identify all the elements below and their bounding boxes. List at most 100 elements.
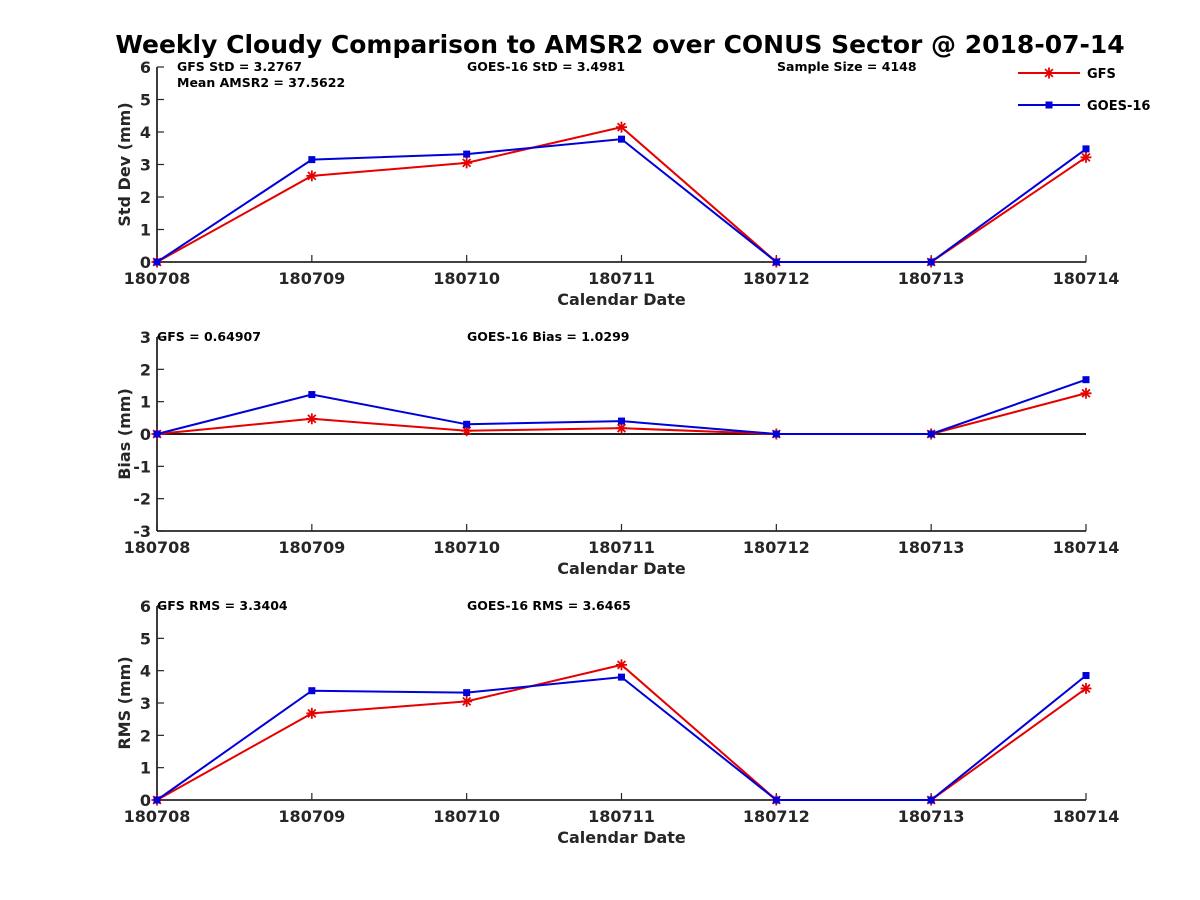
goes16-point	[772, 796, 780, 804]
gfs-point	[1080, 387, 1092, 399]
y-tick-label: 0	[140, 425, 151, 444]
series-line-goes-16	[156, 674, 1087, 801]
goes16-point	[618, 417, 625, 425]
goes16-point	[927, 430, 935, 438]
x-axis-label: Calendar Date	[557, 828, 686, 847]
y-tick-label: -2	[133, 490, 151, 509]
x-tick-label: 180712	[743, 269, 810, 288]
y-tick-label: 1	[140, 221, 151, 240]
gfs-point	[306, 413, 318, 425]
legend: GFS GOES-16	[1018, 67, 1150, 114]
x-tick-label: 180708	[124, 269, 191, 288]
legend-label: GFS	[1087, 67, 1116, 82]
stat-annotation: GOES-16 Bias = 1.0299	[467, 329, 629, 344]
stat-annotation: GFS StD = 3.2767	[177, 59, 302, 74]
legend-marker-goes16	[1045, 101, 1053, 109]
y-axis-label: Std Dev (mm)	[115, 102, 134, 226]
x-tick-label: 180713	[898, 269, 965, 288]
stat-annotation: GOES-16 RMS = 3.6465	[467, 598, 631, 613]
y-tick-label: 2	[140, 188, 151, 207]
series-line-goes-16	[156, 138, 1087, 263]
y-tick-label: 1	[140, 393, 151, 412]
x-tick-label: 180708	[124, 538, 191, 557]
goes16-point	[463, 420, 471, 428]
x-axis-label: Calendar Date	[557, 290, 686, 309]
goes16-point	[618, 673, 625, 681]
bias-panel: -3 -2 -1 0 1 2 3 180708 180709 180710 180711 180712…	[115, 328, 1119, 578]
gfs-point	[461, 157, 473, 169]
x-tick-label: 180711	[588, 269, 655, 288]
goes16-point	[1082, 672, 1090, 680]
std-dev-panel: 0 1 2 3 4 5 6 180708 180709 180710 180711 180712 180…	[115, 58, 1119, 309]
goes16-point	[927, 796, 935, 804]
x-tick-label: 180708	[124, 807, 191, 826]
gfs-point	[461, 695, 473, 707]
y-axis-label: RMS (mm)	[115, 656, 134, 749]
goes16-point	[153, 258, 161, 266]
x-tick-label: 180709	[278, 538, 345, 557]
goes16-point	[308, 687, 316, 695]
goes16-point	[772, 258, 780, 266]
y-tick-label: 1	[140, 759, 151, 778]
x-tick-label: 180709	[278, 269, 345, 288]
goes16-point	[772, 430, 780, 438]
y-tick-label: 5	[140, 629, 151, 648]
x-tick-label: 180709	[278, 807, 345, 826]
x-tick-label: 180712	[743, 807, 810, 826]
x-tick-label: 180714	[1053, 807, 1120, 826]
series-line-gfs	[156, 126, 1087, 263]
x-axis-label: Calendar Date	[557, 559, 686, 578]
y-tick-label: 2	[140, 360, 151, 379]
goes16-point	[1082, 376, 1090, 384]
gfs-point	[616, 121, 627, 133]
legend-label: GOES-16	[1087, 99, 1150, 114]
goes16-point	[153, 430, 161, 438]
y-tick-label: 6	[140, 597, 151, 616]
stat-annotation: GOES-16 StD = 3.4981	[467, 59, 625, 74]
goes16-point	[927, 258, 935, 266]
y-tick-label: 0	[140, 253, 151, 272]
x-tick-label: 180710	[433, 538, 500, 557]
y-tick-label: -3	[133, 522, 151, 541]
x-tick-label: 180713	[898, 807, 965, 826]
stat-annotation: GFS = 0.64907	[157, 329, 261, 344]
x-tick-label: 180713	[898, 538, 965, 557]
y-tick-label: 6	[140, 58, 151, 77]
y-tick-label: 2	[140, 726, 151, 745]
rms-panel: 0 1 2 3 4 5 6 180708 180709 180710 180711 180712 180…	[115, 597, 1119, 847]
gfs-point	[616, 659, 627, 671]
gfs-point	[1080, 682, 1092, 694]
goes16-point	[1082, 145, 1090, 153]
x-tick-label: 180711	[588, 807, 655, 826]
x-tick-label: 180714	[1053, 538, 1120, 557]
x-tick-label: 180712	[743, 538, 810, 557]
y-tick-label: 4	[140, 662, 151, 681]
y-tick-label: 3	[140, 156, 151, 175]
goes16-point	[153, 796, 161, 804]
x-tick-label: 180711	[588, 538, 655, 557]
y-tick-label: -1	[133, 457, 151, 476]
x-tick-label: 180714	[1053, 269, 1120, 288]
stat-annotation: GFS RMS = 3.3404	[157, 598, 288, 613]
y-tick-label: 3	[140, 328, 151, 347]
y-tick-label: 0	[140, 791, 151, 810]
goes16-point	[308, 156, 316, 164]
series-line-gfs	[156, 663, 1087, 801]
y-tick-label: 3	[140, 694, 151, 713]
goes16-point	[463, 150, 471, 158]
goes16-point	[308, 391, 316, 399]
stat-annotation: Mean AMSR2 = 37.5622	[177, 75, 345, 90]
goes16-point	[618, 135, 625, 143]
goes16-point	[463, 689, 471, 697]
y-tick-label: 4	[140, 123, 151, 142]
gfs-point	[306, 170, 318, 182]
gfs-point	[1080, 151, 1092, 163]
y-tick-label: 5	[140, 91, 151, 110]
stat-annotation: Sample Size = 4148	[777, 59, 917, 74]
x-tick-label: 180710	[433, 269, 500, 288]
legend-marker-gfs	[1043, 67, 1055, 79]
y-axis-label: Bias (mm)	[115, 388, 134, 480]
chart-title: Weekly Cloudy Comparison to AMSR2 over C…	[115, 30, 1125, 59]
x-tick-label: 180710	[433, 807, 500, 826]
